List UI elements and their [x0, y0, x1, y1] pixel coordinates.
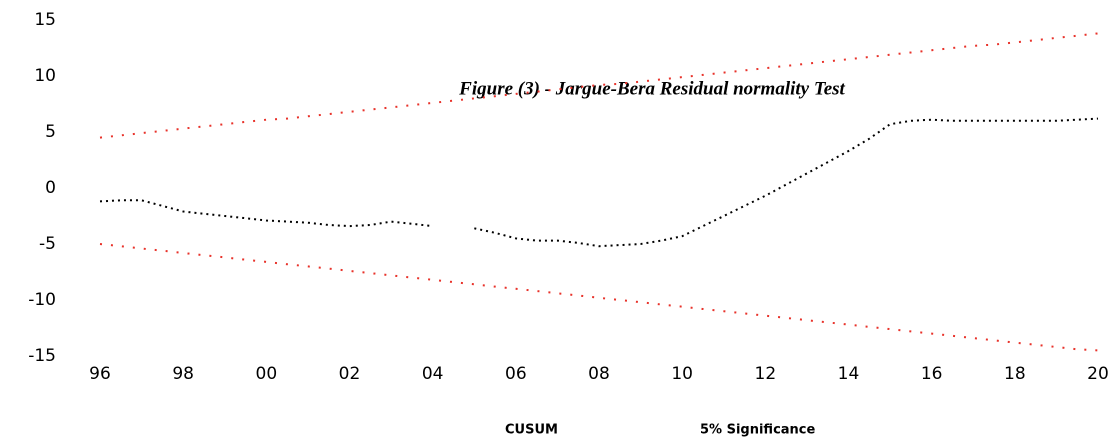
series-line — [99, 117, 1099, 248]
x-tick-label: 14 — [838, 364, 860, 384]
x-tick-label: 16 — [921, 364, 943, 384]
legend-label: 5% Significance — [700, 423, 816, 438]
x-tick-label: 96 — [89, 364, 111, 384]
series-line — [99, 243, 1099, 352]
x-tick-label: 10 — [671, 364, 693, 384]
x-tick-label: 04 — [422, 364, 444, 384]
y-tick-label: -15 — [28, 346, 56, 366]
x-tick-label: 98 — [172, 364, 194, 384]
x-tick-label: 18 — [1004, 364, 1026, 384]
y-tick-label: 10 — [34, 66, 56, 86]
y-tick-label: 5 — [45, 122, 56, 142]
x-tick-label: 06 — [505, 364, 527, 384]
y-tick-label: -10 — [28, 290, 56, 310]
x-tick-label: 12 — [755, 364, 777, 384]
y-tick-label: 0 — [45, 178, 56, 198]
x-tick-label: 08 — [588, 364, 610, 384]
x-tick-label: 20 — [1087, 364, 1109, 384]
chart-title: Figure (3) - Jargue-Bera Residual normal… — [458, 78, 845, 99]
x-tick-label: 02 — [339, 364, 361, 384]
x-tick-label: 00 — [256, 364, 278, 384]
series-line — [99, 32, 1099, 139]
legend-label: CUSUM — [505, 423, 558, 438]
y-tick-label: -5 — [39, 234, 56, 254]
y-tick-label: 15 — [34, 10, 56, 30]
